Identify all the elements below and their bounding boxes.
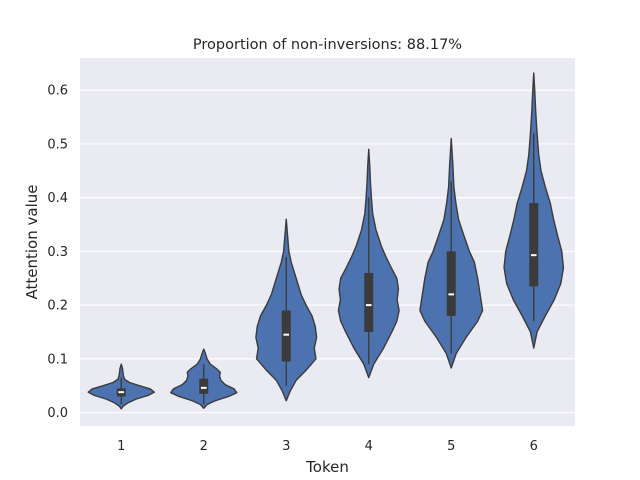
y-tick-label: 0.4 [47, 191, 68, 206]
x-tick-label: 1 [117, 439, 125, 454]
y-tick-label: 0.3 [47, 245, 68, 260]
y-tick-label: 0.0 [47, 406, 68, 421]
chart-title: Proportion of non-inversions: 88.17% [193, 37, 462, 53]
violin-box-2 [199, 378, 209, 394]
violin-box-4 [364, 272, 374, 332]
y-tick-label: 0.5 [47, 137, 68, 152]
x-tick-label: 2 [200, 439, 208, 454]
y-tick-labels: 0.0 0.1 0.2 0.3 0.4 0.5 0.6 [47, 84, 68, 421]
y-axis-label: Attention value [23, 185, 41, 300]
x-tick-labels: 1 2 3 4 5 6 [117, 439, 538, 454]
x-tick-label: 5 [447, 439, 455, 454]
violin-median-4 [365, 304, 372, 307]
violin-box-5 [446, 251, 456, 316]
y-tick-label: 0.1 [47, 352, 68, 367]
plot-background [80, 58, 575, 426]
x-tick-label: 3 [282, 439, 290, 454]
violin-median-6 [530, 254, 537, 257]
grid-lines [80, 89, 575, 414]
violin-median-3 [283, 333, 290, 336]
violins [87, 72, 565, 410]
x-axis-label: Token [305, 458, 349, 476]
x-tick-label: 4 [365, 439, 373, 454]
violin-box-6 [529, 203, 539, 287]
violin-box-3 [281, 310, 291, 362]
y-tick-label: 0.6 [47, 84, 68, 99]
x-tick-label: 6 [530, 439, 538, 454]
violin-median-1 [118, 391, 125, 394]
y-tick-label: 0.2 [47, 299, 68, 314]
violin-median-5 [448, 293, 455, 296]
violin-median-2 [200, 386, 207, 389]
